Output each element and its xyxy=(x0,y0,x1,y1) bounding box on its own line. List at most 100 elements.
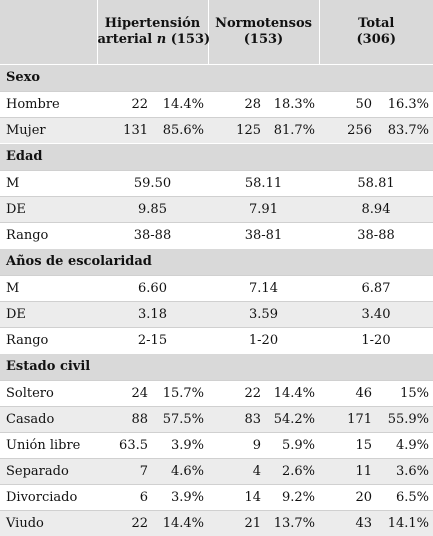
table-row: DE 3.18 3.59 3.40 xyxy=(0,301,433,327)
cell-hta: 3.18 xyxy=(97,301,208,327)
table-row: Casado 88 57.5% 83 54.2% 171 55.9% xyxy=(0,406,433,432)
cell-hta-pct: 3.9% xyxy=(154,484,208,510)
cell-norm-n: 22 xyxy=(208,380,267,406)
section-edad: Edad xyxy=(0,143,433,170)
cell-norm-n: 4 xyxy=(208,458,267,484)
cell-hta: 59.50 xyxy=(97,170,208,196)
cell-total: 1-20 xyxy=(319,327,433,353)
cell-hta-n: 131 xyxy=(97,117,154,143)
cell-norm-pct: 9.2% xyxy=(267,484,319,510)
header-total: Total (306) xyxy=(319,0,433,64)
table-row: Rango 38-88 38-81 38-88 xyxy=(0,222,433,248)
table-row: Soltero 24 15.7% 22 14.4% 46 15% xyxy=(0,380,433,406)
cell-total-n: 15 xyxy=(319,432,378,458)
section-estado-civil: Estado civil xyxy=(0,353,433,380)
cell-total-n: 50 xyxy=(319,91,378,117)
cell-hta: 6.60 xyxy=(97,275,208,301)
cell-norm-pct: 5.9% xyxy=(267,432,319,458)
header-blank-cell xyxy=(0,0,97,64)
cell-total-pct: 16.3% xyxy=(378,91,433,117)
cell-norm-n: 9 xyxy=(208,432,267,458)
cell-hta-pct: 4.6% xyxy=(154,458,208,484)
table-row: Rango 2-15 1-20 1-20 xyxy=(0,327,433,353)
row-label: Unión libre xyxy=(0,432,97,458)
header-hipertension-count: (153) xyxy=(166,32,210,47)
cell-norm-n: 28 xyxy=(208,91,267,117)
cell-total-pct: 6.5% xyxy=(378,484,433,510)
cell-norm-pct: 2.6% xyxy=(267,458,319,484)
cell-total-pct: 55.9% xyxy=(378,406,433,432)
section-title: Edad xyxy=(0,143,433,170)
section-escolaridad: Años de escolaridad xyxy=(0,248,433,275)
cell-total-pct: 3.6% xyxy=(378,458,433,484)
header-normotensos: Normotensos (153) xyxy=(208,0,319,64)
table-row: Viudo 22 14.4% 21 13.7% 43 14.1% xyxy=(0,510,433,536)
cell-total-n: 20 xyxy=(319,484,378,510)
cell-hta-pct: 14.4% xyxy=(154,510,208,536)
section-title: Estado civil xyxy=(0,353,433,380)
header-hipertension: Hipertensión arterial n (153) xyxy=(97,0,208,64)
row-label: Rango xyxy=(0,222,97,248)
cell-total: 38-88 xyxy=(319,222,433,248)
section-title: Sexo xyxy=(0,64,433,91)
cell-norm-pct: 54.2% xyxy=(267,406,319,432)
cell-total-pct: 14.1% xyxy=(378,510,433,536)
cell-norm-pct: 13.7% xyxy=(267,510,319,536)
header-total-line2: (306) xyxy=(320,32,433,48)
row-label: Separado xyxy=(0,458,97,484)
table-row: Unión libre 63.5 3.9% 9 5.9% 15 4.9% xyxy=(0,432,433,458)
row-label: Casado xyxy=(0,406,97,432)
cell-hta-n: 7 xyxy=(97,458,154,484)
row-label: Mujer xyxy=(0,117,97,143)
cell-total: 3.40 xyxy=(319,301,433,327)
header-hipertension-arterial: arterial xyxy=(98,32,157,47)
cell-total-n: 256 xyxy=(319,117,378,143)
header-normotensos-line2: (153) xyxy=(209,32,319,48)
cell-total-n: 46 xyxy=(319,380,378,406)
cell-norm: 7.91 xyxy=(208,196,319,222)
cell-total-n: 43 xyxy=(319,510,378,536)
cell-hta: 2-15 xyxy=(97,327,208,353)
cell-hta: 38-88 xyxy=(97,222,208,248)
row-label: M xyxy=(0,170,97,196)
row-label: DE xyxy=(0,301,97,327)
row-label: Divorciado xyxy=(0,484,97,510)
header-normotensos-line1: Normotensos xyxy=(209,16,319,32)
cell-norm-n: 125 xyxy=(208,117,267,143)
cell-total-n: 171 xyxy=(319,406,378,432)
cell-hta: 9.85 xyxy=(97,196,208,222)
cell-hta-n: 6 xyxy=(97,484,154,510)
cell-total-pct: 4.9% xyxy=(378,432,433,458)
table-row: Separado 7 4.6% 4 2.6% 11 3.6% xyxy=(0,458,433,484)
header-total-line1: Total xyxy=(320,16,433,32)
table-row: M 6.60 7.14 6.87 xyxy=(0,275,433,301)
cell-hta-n: 22 xyxy=(97,510,154,536)
cell-hta-pct: 3.9% xyxy=(154,432,208,458)
table-row: Divorciado 6 3.9% 14 9.2% 20 6.5% xyxy=(0,484,433,510)
cell-total: 6.87 xyxy=(319,275,433,301)
section-sexo: Sexo xyxy=(0,64,433,91)
cell-norm-n: 21 xyxy=(208,510,267,536)
cell-norm-pct: 18.3% xyxy=(267,91,319,117)
cell-hta-n: 24 xyxy=(97,380,154,406)
cell-norm: 1-20 xyxy=(208,327,319,353)
header-hipertension-line1: Hipertensión xyxy=(98,16,208,32)
row-label: Soltero xyxy=(0,380,97,406)
cell-hta-n: 22 xyxy=(97,91,154,117)
cell-norm-n: 83 xyxy=(208,406,267,432)
cell-hta-pct: 14.4% xyxy=(154,91,208,117)
row-label: Rango xyxy=(0,327,97,353)
cell-hta-pct: 85.6% xyxy=(154,117,208,143)
cell-hta-pct: 15.7% xyxy=(154,380,208,406)
table-row: Hombre 22 14.4% 28 18.3% 50 16.3% xyxy=(0,91,433,117)
cell-total: 58.81 xyxy=(319,170,433,196)
cell-norm: 7.14 xyxy=(208,275,319,301)
header-hipertension-line2: arterial n (153) xyxy=(98,32,208,48)
cell-total-pct: 83.7% xyxy=(378,117,433,143)
cell-norm: 58.11 xyxy=(208,170,319,196)
table-row: DE 9.85 7.91 8.94 xyxy=(0,196,433,222)
row-label: Hombre xyxy=(0,91,97,117)
cell-total-pct: 15% xyxy=(378,380,433,406)
cell-norm-n: 14 xyxy=(208,484,267,510)
